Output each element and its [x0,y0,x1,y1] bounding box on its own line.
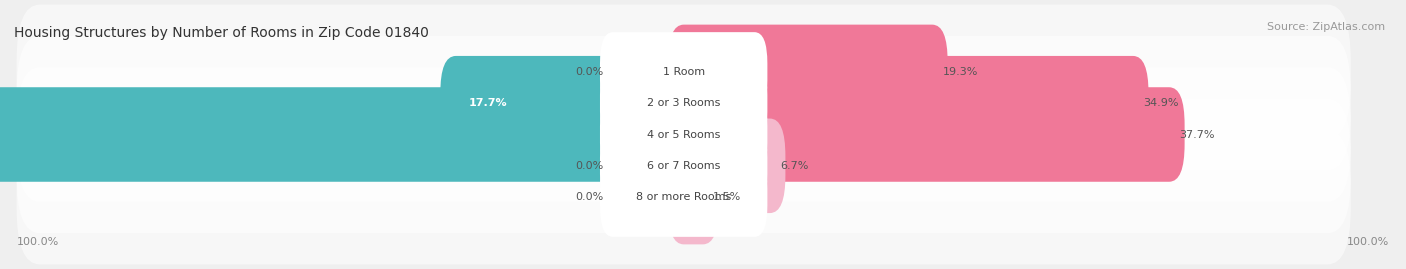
Text: 100.0%: 100.0% [1347,238,1389,247]
FancyBboxPatch shape [600,32,768,112]
Text: Housing Structures by Number of Rooms in Zip Code 01840: Housing Structures by Number of Rooms in… [14,26,429,40]
Text: 0.0%: 0.0% [575,161,603,171]
FancyBboxPatch shape [600,126,768,206]
FancyBboxPatch shape [0,87,699,182]
FancyBboxPatch shape [600,95,768,174]
Text: 8 or more Rooms: 8 or more Rooms [636,192,731,202]
FancyBboxPatch shape [668,56,1149,150]
Text: 0.0%: 0.0% [575,192,603,202]
FancyBboxPatch shape [17,36,1351,171]
Text: 37.7%: 37.7% [1180,129,1215,140]
Text: 100.0%: 100.0% [17,238,59,247]
FancyBboxPatch shape [600,63,768,143]
Text: 1.5%: 1.5% [713,192,741,202]
FancyBboxPatch shape [668,119,786,213]
FancyBboxPatch shape [440,56,699,150]
FancyBboxPatch shape [668,150,718,244]
Text: 17.7%: 17.7% [468,98,508,108]
Text: 0.0%: 0.0% [575,67,603,77]
Text: 6.7%: 6.7% [780,161,808,171]
FancyBboxPatch shape [668,87,1185,182]
Text: 34.9%: 34.9% [1143,98,1178,108]
Text: 4 or 5 Rooms: 4 or 5 Rooms [647,129,720,140]
FancyBboxPatch shape [600,157,768,237]
FancyBboxPatch shape [17,67,1351,202]
Text: 19.3%: 19.3% [942,67,979,77]
Text: 2 or 3 Rooms: 2 or 3 Rooms [647,98,720,108]
Text: Source: ZipAtlas.com: Source: ZipAtlas.com [1267,22,1385,31]
FancyBboxPatch shape [17,130,1351,264]
FancyBboxPatch shape [17,5,1351,139]
Text: 6 or 7 Rooms: 6 or 7 Rooms [647,161,720,171]
FancyBboxPatch shape [668,25,948,119]
FancyBboxPatch shape [17,98,1351,233]
Text: 1 Room: 1 Room [662,67,704,77]
